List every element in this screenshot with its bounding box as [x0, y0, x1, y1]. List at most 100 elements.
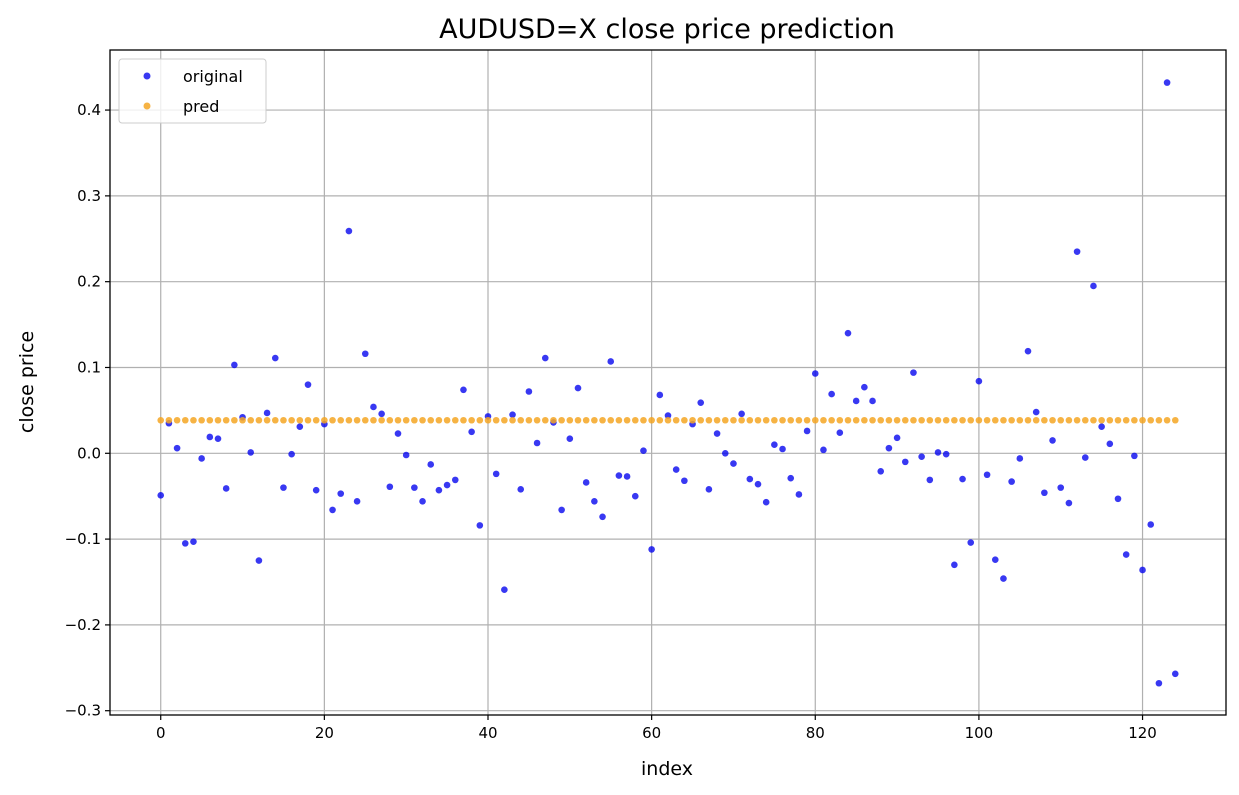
data-point-original: [402, 451, 410, 459]
data-point-pred: [705, 416, 713, 424]
data-point-pred: [231, 416, 238, 424]
y-tick-label: −0.1: [65, 530, 101, 548]
y-tick-label: 0.2: [77, 273, 101, 291]
data-point-original: [795, 491, 803, 498]
data-point-pred: [1041, 416, 1048, 424]
data-point-original: [1155, 679, 1163, 687]
data-point-pred: [484, 416, 492, 424]
data-point-pred: [820, 416, 827, 424]
data-point-original: [304, 381, 312, 388]
data-point-pred: [190, 416, 197, 424]
data-point-pred: [877, 416, 885, 424]
data-point-original: [353, 498, 361, 505]
data-point-pred: [558, 416, 565, 424]
data-point-original: [1147, 521, 1155, 528]
data-point-pred: [795, 416, 803, 424]
x-tick-label: 20: [315, 724, 334, 742]
data-point-pred: [1155, 416, 1163, 424]
data-point-original: [460, 386, 467, 394]
data-point-original: [1081, 454, 1089, 461]
data-point-original: [1106, 440, 1114, 448]
x-axis-ticks: 0 20 40 60 80 100 120: [156, 715, 1157, 742]
data-point-pred: [640, 416, 647, 424]
data-point-pred: [353, 416, 361, 424]
data-point-original: [934, 449, 942, 456]
data-point-pred: [991, 416, 999, 424]
data-point-pred: [386, 416, 394, 424]
data-point-original: [681, 477, 688, 485]
data-point-pred: [983, 416, 991, 424]
data-point-original: [836, 429, 844, 436]
data-point-original: [206, 433, 214, 441]
data-point-original: [525, 388, 533, 395]
data-point-original: [451, 476, 459, 484]
data-point-original: [1114, 495, 1122, 503]
data-point-original: [697, 399, 705, 406]
data-point-original: [591, 498, 598, 505]
data-point-pred: [263, 416, 271, 424]
chart-title: AUDUSD=X close price prediction: [439, 14, 895, 45]
x-tick-label: 0: [156, 724, 166, 742]
data-point-pred: [721, 416, 729, 424]
x-tick-label: 120: [1128, 724, 1157, 742]
data-point-original: [607, 358, 615, 365]
data-point-original: [476, 522, 484, 529]
grid: [110, 50, 1226, 715]
data-point-pred: [419, 416, 426, 424]
data-point-pred: [378, 416, 385, 424]
data-point-pred: [394, 416, 402, 424]
data-point-pred: [304, 416, 312, 424]
data-point-pred: [370, 416, 377, 424]
data-point-original: [844, 329, 852, 337]
data-point-original: [713, 430, 721, 437]
data-point-original: [803, 427, 811, 435]
data-point-original: [541, 354, 549, 362]
y-tick-label: 0.0: [77, 444, 101, 462]
data-point-original: [820, 446, 827, 454]
data-point-pred: [214, 416, 222, 424]
data-point-original: [983, 471, 991, 479]
data-point-pred: [672, 416, 680, 424]
data-point-pred: [910, 416, 917, 424]
data-point-original: [599, 513, 606, 521]
legend-marker-pred: [143, 102, 151, 110]
data-point-pred: [525, 416, 533, 424]
series-original-points: [157, 79, 1179, 687]
data-point-original: [861, 383, 868, 391]
data-point-pred: [345, 416, 353, 424]
data-point-original: [1000, 575, 1007, 582]
data-point-pred: [329, 416, 336, 424]
data-point-original: [435, 486, 443, 494]
data-point-original: [558, 506, 565, 514]
data-point-original: [771, 441, 778, 449]
data-point-original: [648, 546, 655, 553]
data-point-original: [517, 486, 525, 493]
data-point-pred: [312, 416, 320, 424]
data-point-pred: [844, 416, 852, 424]
data-point-pred: [1057, 416, 1065, 424]
data-point-pred: [681, 416, 688, 424]
data-point-pred: [222, 416, 230, 424]
data-point-original: [574, 384, 582, 392]
y-axis-ticks: −0.3 −0.2 −0.1 0.0 0.1 0.2 0.3 0.4: [65, 101, 110, 720]
data-point-original: [255, 557, 263, 564]
data-point-original: [901, 458, 909, 466]
data-point-pred: [664, 416, 672, 424]
data-point-pred: [689, 416, 696, 424]
data-point-pred: [1147, 416, 1155, 424]
data-point-pred: [1081, 416, 1089, 424]
series-pred-points: [157, 416, 1179, 424]
data-point-pred: [967, 416, 975, 424]
y-tick-label: 0.3: [77, 187, 101, 205]
data-point-pred: [1090, 416, 1097, 424]
data-point-pred: [280, 416, 287, 424]
data-point-pred: [730, 416, 737, 424]
x-tick-label: 80: [806, 724, 825, 742]
data-point-pred: [656, 416, 664, 424]
data-point-pred: [165, 416, 173, 424]
data-point-original: [1073, 248, 1081, 255]
data-point-original: [280, 484, 287, 491]
legend-label-pred: pred: [183, 97, 219, 116]
data-point-pred: [1163, 416, 1171, 424]
